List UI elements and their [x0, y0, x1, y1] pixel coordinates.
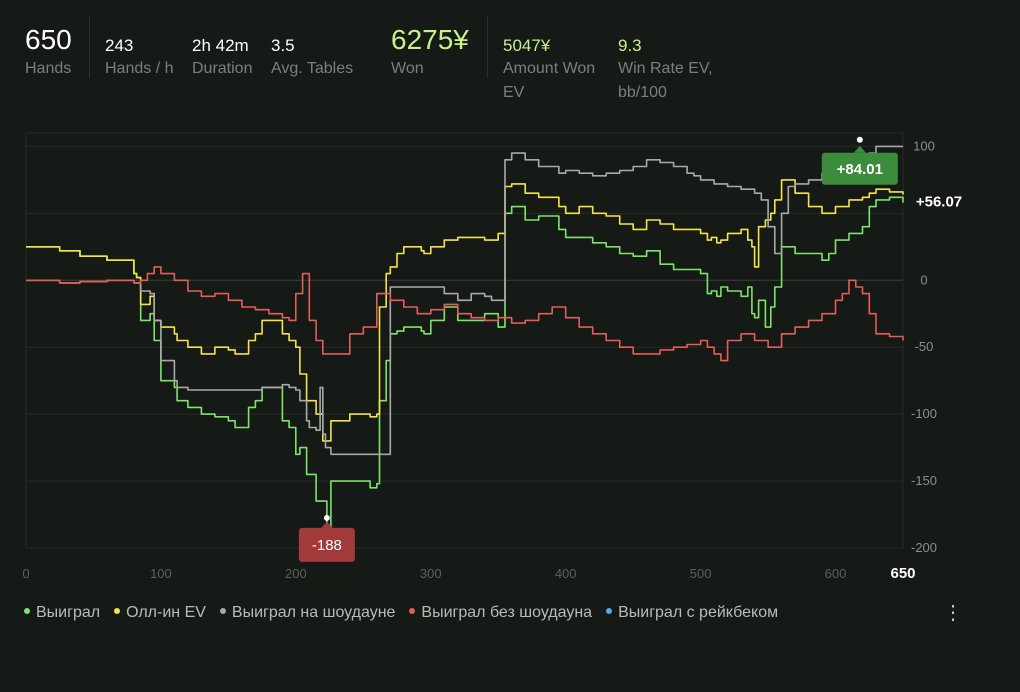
x-tick-label: 200 [285, 566, 307, 581]
y-tick-label: -100 [911, 406, 937, 421]
stat-won-label: Won [391, 60, 424, 77]
legend-dot [114, 607, 121, 614]
stat-hands-per-hour: 243 Hands / h [105, 36, 173, 80]
stat-avg-tables: 3.5 Avg. Tables [271, 36, 353, 80]
stat-win-rate-ev: 9.3 Win Rate EV, bb/100 [618, 36, 713, 104]
stat-amount-won-ev-label-line1: Amount Won [503, 60, 596, 77]
min-badge [298, 527, 355, 562]
min-point [323, 514, 330, 521]
legend-dot [219, 607, 226, 614]
x-tick-label: 100 [150, 566, 172, 581]
max-badge-pointer [853, 145, 866, 153]
x-tick-label: 300 [420, 566, 442, 581]
legend-item[interactable]: Выиграл с рейкбеком [606, 604, 778, 622]
stats-separator [89, 16, 90, 78]
y-tick-label: -200 [911, 540, 937, 555]
stat-won-value: 6275¥ [391, 24, 469, 55]
x-tick-label: 0 [22, 566, 29, 581]
x-tick-label: 500 [690, 566, 712, 581]
legend-item[interactable]: Выиграл [24, 604, 100, 622]
legend-item[interactable]: Олл-ин EV [114, 604, 206, 622]
stat-avg-tables-label: Avg. Tables [271, 60, 354, 77]
stat-duration-label: Duration [192, 60, 253, 77]
stat-duration-value: 2h 42m [192, 36, 249, 55]
end-value-label: +56.07 [916, 193, 962, 210]
y-tick-label: -50 [915, 339, 934, 354]
y-tick-label: 100 [913, 138, 935, 153]
chart-legend: Выиграл Олл-ин EV Выиграл на шоудауне Выигр… [24, 604, 792, 622]
legend-label: Выиграл с рейкбеком [618, 604, 779, 621]
stat-hands: 650 Hands [25, 24, 72, 80]
legend-item[interactable]: Выиграл на шоудауне [219, 604, 396, 622]
stat-hands-label: Hands [25, 60, 72, 77]
legend-label: Выиграл на шоудауне [231, 604, 396, 621]
more-options-icon[interactable]: ⋮ [943, 602, 963, 624]
y-tick-label: 0 [920, 272, 927, 287]
max-point [856, 136, 863, 143]
legend-dot [606, 607, 613, 614]
stat-hands-per-hour-value: 243 [105, 36, 134, 55]
x-tick-label: 400 [555, 566, 577, 581]
legend-dot [24, 607, 30, 614]
y-tick-label: -150 [911, 473, 937, 488]
stat-amount-won-ev: 5047¥ Amount Won EV [503, 36, 595, 104]
stat-hands-value: 650 [25, 24, 72, 55]
stat-hands-per-hour-label: Hands / h [105, 60, 174, 77]
stat-amount-won-ev-label-line2: EV [503, 84, 525, 101]
series-line [26, 179, 904, 442]
stat-win-rate-ev-label-line1: Win Rate EV, [618, 60, 713, 77]
x-tick-label: 600 [825, 566, 847, 581]
x-end-label: 650 [890, 565, 915, 582]
legend-dot [409, 607, 416, 614]
stat-win-rate-ev-value: 9.3 [618, 36, 642, 55]
series-line [26, 145, 903, 456]
stat-amount-won-ev-value: 5047¥ [503, 36, 551, 55]
stats-separator [487, 16, 488, 78]
series-line [26, 266, 904, 362]
legend-label: Выиграл [36, 604, 101, 621]
profit-chart: 100 0 -50 -100 -150 -200 0 100 200 300 400 500 600 65… [22, 132, 962, 582]
stat-won: 6275¥ Won [391, 24, 469, 80]
stat-avg-tables-value: 3.5 [271, 36, 295, 55]
min-label: -188 [312, 537, 342, 554]
legend-label: Олл-ин EV [126, 604, 206, 621]
stat-win-rate-ev-label-line2: bb/100 [618, 84, 667, 101]
max-label: +84.01 [837, 161, 883, 178]
max-badge [821, 152, 898, 185]
legend-label: Выиграл без шоудауна [421, 604, 593, 621]
stats-bar: 650 Hands 243 Hands / h 2h 42m Duration … [0, 0, 1020, 110]
legend-item[interactable]: Выиграл без шоудауна [409, 604, 592, 622]
series-line [26, 196, 904, 533]
stat-duration: 2h 42m Duration [192, 36, 252, 80]
min-badge-pointer [320, 521, 333, 528]
